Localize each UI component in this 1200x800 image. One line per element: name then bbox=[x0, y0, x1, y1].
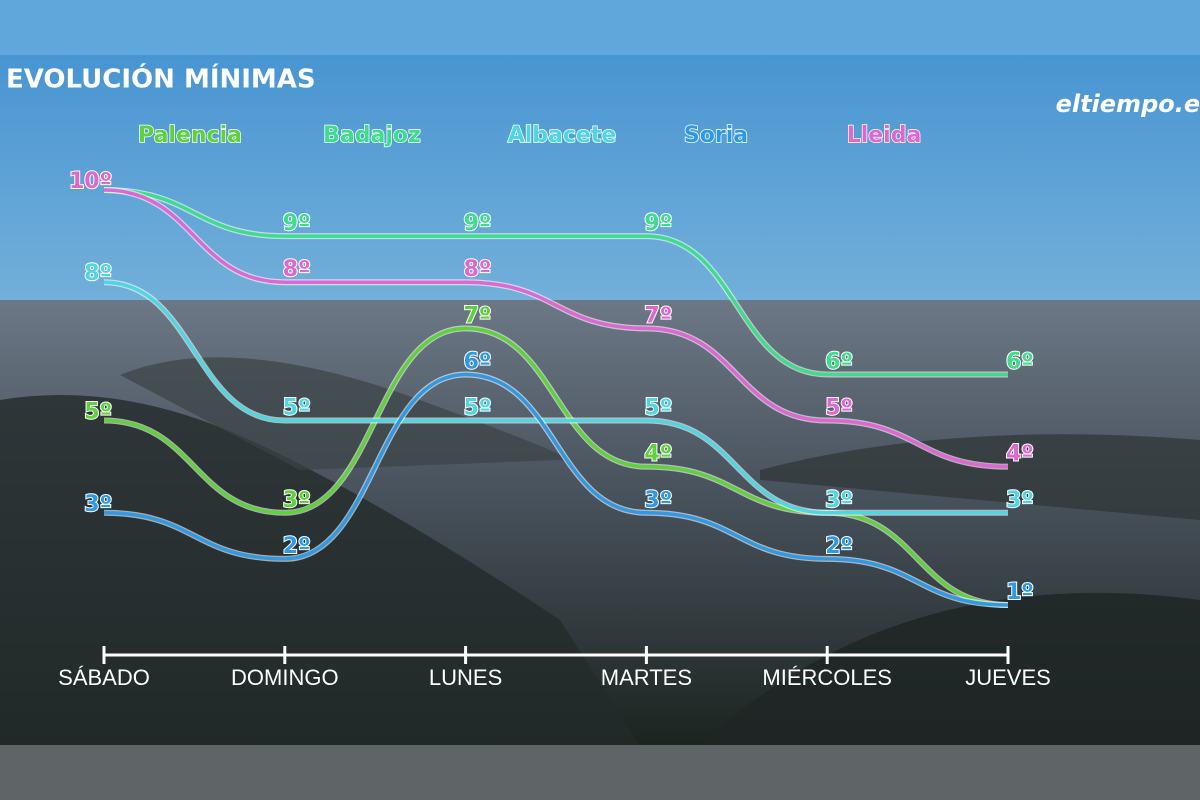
legend-label: Badajoz bbox=[323, 123, 421, 148]
data-label: 3º bbox=[283, 488, 311, 513]
data-label: 3º bbox=[1006, 488, 1034, 513]
data-label: 7º bbox=[644, 303, 672, 328]
line bbox=[103, 188, 1009, 469]
legend-label: Albacete bbox=[508, 123, 617, 148]
data-label: 4º bbox=[1006, 442, 1034, 467]
line bbox=[103, 372, 1009, 607]
data-label: 6º bbox=[1006, 349, 1034, 374]
data-label: 5º bbox=[283, 396, 311, 421]
legend-label: Lleida bbox=[847, 123, 922, 148]
legend-label: Palencia bbox=[138, 123, 242, 148]
mountain bbox=[700, 592, 1200, 745]
line bbox=[103, 280, 1008, 515]
data-label: 3º bbox=[825, 488, 853, 513]
data-label: 5º bbox=[644, 396, 672, 421]
x-tick-label: MARTES bbox=[601, 665, 692, 690]
data-label: 8º bbox=[84, 261, 112, 286]
x-tick-label: LUNES bbox=[429, 665, 502, 690]
data-label: 9º bbox=[283, 211, 311, 236]
data-label: 2º bbox=[283, 534, 311, 559]
x-tick-label: SÁBADO bbox=[58, 665, 150, 690]
data-label: 2º bbox=[825, 534, 853, 559]
x-tick-label: DOMINGO bbox=[231, 665, 339, 690]
data-label: 8º bbox=[283, 257, 311, 282]
bottom-bar bbox=[0, 745, 1200, 800]
top-bar bbox=[0, 0, 1200, 55]
line bbox=[103, 188, 1008, 377]
mountain bbox=[760, 434, 1200, 520]
data-label: 9º bbox=[644, 211, 672, 236]
data-label: 5º bbox=[825, 396, 853, 421]
data-label: 3º bbox=[644, 488, 672, 513]
data-label: 7º bbox=[464, 303, 492, 328]
x-tick-label: JUEVES bbox=[965, 665, 1051, 690]
data-label: 1º bbox=[1006, 580, 1034, 605]
chart-title: EVOLUCIÓN MÍNIMAS bbox=[6, 63, 316, 95]
data-label: 9º bbox=[464, 211, 492, 236]
data-label: 4º bbox=[644, 442, 672, 467]
legend-label: Soria bbox=[684, 123, 748, 148]
data-label: 10º bbox=[69, 169, 112, 194]
data-label: 5º bbox=[84, 400, 112, 425]
data-label: 3º bbox=[84, 492, 112, 517]
mountain bbox=[120, 357, 571, 470]
data-label: 6º bbox=[464, 349, 492, 374]
data-label: 6º bbox=[825, 349, 853, 374]
logo: eltiempo.es bbox=[1056, 90, 1200, 118]
mountain bbox=[0, 395, 640, 745]
data-label: 8º bbox=[464, 257, 492, 282]
x-tick-label: MIÉRCOLES bbox=[762, 665, 892, 690]
data-label: 5º bbox=[464, 396, 492, 421]
